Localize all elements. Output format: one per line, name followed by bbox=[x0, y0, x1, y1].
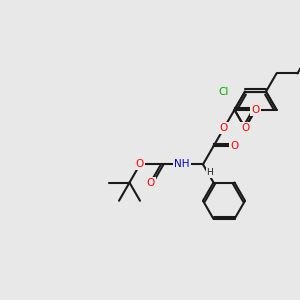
Text: O: O bbox=[251, 105, 260, 115]
Text: O: O bbox=[241, 123, 249, 133]
Text: O: O bbox=[220, 123, 228, 133]
Text: O: O bbox=[146, 178, 154, 188]
Text: O: O bbox=[230, 141, 238, 151]
Text: NH: NH bbox=[174, 159, 190, 170]
Text: H: H bbox=[206, 168, 213, 177]
Text: O: O bbox=[136, 159, 144, 170]
Text: Cl: Cl bbox=[219, 87, 229, 97]
